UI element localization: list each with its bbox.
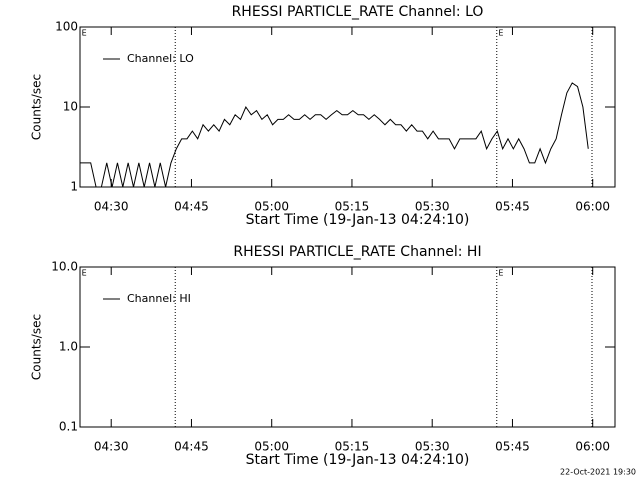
y-tick-label: 1.0 [59,340,78,354]
y-tick-label: 100 [55,20,78,34]
footer: 22-Oct-2021 19:30 [560,468,636,477]
x-axis-label: Start Time (19-Jan-13 04:24:10) [246,452,470,468]
chart-title: RHESSI PARTICLE_RATE Channel: LO [232,4,484,20]
annotation: E [82,29,87,38]
y-axis-label: Counts/sec [30,74,44,140]
x-tick-label: 05:45 [495,200,530,214]
x-tick-label: 06:00 [575,200,610,214]
data-line [80,82,589,188]
chart-title: RHESSI PARTICLE_RATE Channel: HI [233,244,481,260]
x-tick-label: 05:45 [495,440,530,454]
x-tick-label: 04:30 [94,440,129,454]
x-tick-label: 05:30 [415,200,450,214]
y-tick-label: 1 [70,180,78,194]
annotation: E [82,269,87,278]
x-tick-label: 05:15 [335,200,370,214]
y-tick-label: 0.1 [59,420,78,434]
y-axis-label: Counts/sec [30,314,44,380]
x-tick-label: 04:45 [174,440,209,454]
x-tick-label: 05:00 [254,200,289,214]
x-tick-label: 04:45 [174,200,209,214]
y-tick-label: 10 [63,100,78,114]
annotation: E [498,29,503,38]
x-tick-label: 05:00 [254,440,289,454]
y-tick-label: 10.0 [51,260,78,274]
x-tick-label: 04:30 [94,200,129,214]
x-tick-label: 05:30 [415,440,450,454]
legend-label: Channel: HI [127,292,191,305]
x-axis-label: Start Time (19-Jan-13 04:24:10) [246,212,470,228]
legend-label: Channel: LO [127,52,194,65]
x-tick-label: 05:15 [335,440,370,454]
annotation: E [498,269,503,278]
x-tick-label: 06:00 [575,440,610,454]
